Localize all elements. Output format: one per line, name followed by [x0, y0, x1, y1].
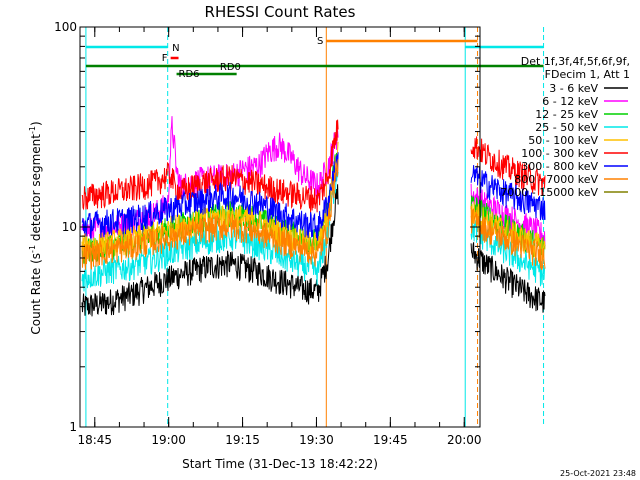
- y-axis-title-sup1: -1: [28, 245, 37, 253]
- series-line-100-300-kev: [81, 119, 339, 213]
- y-axis-title-mid: detector segment: [29, 134, 43, 245]
- series-line-3-6-kev-segment2: [470, 242, 546, 313]
- f-label: F: [162, 53, 168, 64]
- x-tick-label: 20:00: [447, 433, 482, 447]
- y-tick-label: 10: [62, 220, 77, 234]
- series-line-300-800-kev-segment2: [470, 165, 546, 221]
- footer-timestamp: 25-Oct-2021 23:48: [560, 469, 636, 478]
- legend-label-12-25-kev: 12 - 25 keV: [535, 108, 598, 121]
- y-axis-title-end: ): [29, 121, 43, 126]
- chart-title: RHESSI Count Rates: [205, 3, 356, 21]
- s-label: S: [317, 36, 323, 47]
- legend-label-25-50-kev: 25 - 50 keV: [535, 121, 598, 134]
- x-tick-label: 19:45: [373, 433, 408, 447]
- legend-label-3-6-kev: 3 - 6 keV: [549, 82, 598, 95]
- series-line-100-300-kev-segment2: [470, 136, 546, 196]
- x-tick-label: 19:00: [151, 433, 186, 447]
- y-axis-title-sup2: -1: [28, 126, 37, 134]
- series-layer: [81, 116, 546, 317]
- x-tick-label: 19:15: [225, 433, 260, 447]
- series-line-800-7000-kev-segment2: [470, 205, 546, 271]
- y-tick-label: 100: [54, 20, 77, 34]
- y-tick-label: 1: [69, 420, 77, 434]
- axes-layer: 1 10 100 18:45 19:00 19:15 19:30 19:45 20:00: [54, 20, 481, 447]
- series-line-300-800-kev: [81, 152, 339, 241]
- legend-label-300-800-kev: 300 - 800 keV: [521, 160, 598, 173]
- series-line-3-6-kev: [81, 184, 339, 317]
- legend-label-100-300-kev: 100 - 300 keV: [521, 147, 598, 160]
- rd0-label: RD0: [220, 62, 241, 73]
- legend-header-line2: FDecim 1, Att 1: [545, 68, 630, 81]
- x-tick-label: 18:45: [77, 433, 112, 447]
- y-axis-title-main: Count Rate (s: [29, 253, 43, 335]
- legend-header-line1: Det 1f,3f,4f,5f,6f,9f,: [521, 55, 630, 68]
- series-line-800-7000-kev: [81, 159, 339, 270]
- x-tick-label: 19:30: [299, 433, 334, 447]
- rd6-label: RD6: [179, 69, 200, 80]
- n-label: N: [172, 43, 179, 54]
- legend-label-6-12-kev: 6 - 12 keV: [542, 95, 598, 108]
- x-axis-title: Start Time (31-Dec-13 18:42:22): [182, 457, 378, 471]
- y-axis-title: Count Rate (s-1 detector segment-1): [28, 121, 43, 334]
- legend-label-50-100-kev: 50 - 100 keV: [528, 134, 598, 147]
- legend-label-7000-15000-kev: 7000 - 15000 keV: [500, 186, 598, 199]
- legend-label-800-7000-kev: 800 - 7000 keV: [514, 173, 598, 186]
